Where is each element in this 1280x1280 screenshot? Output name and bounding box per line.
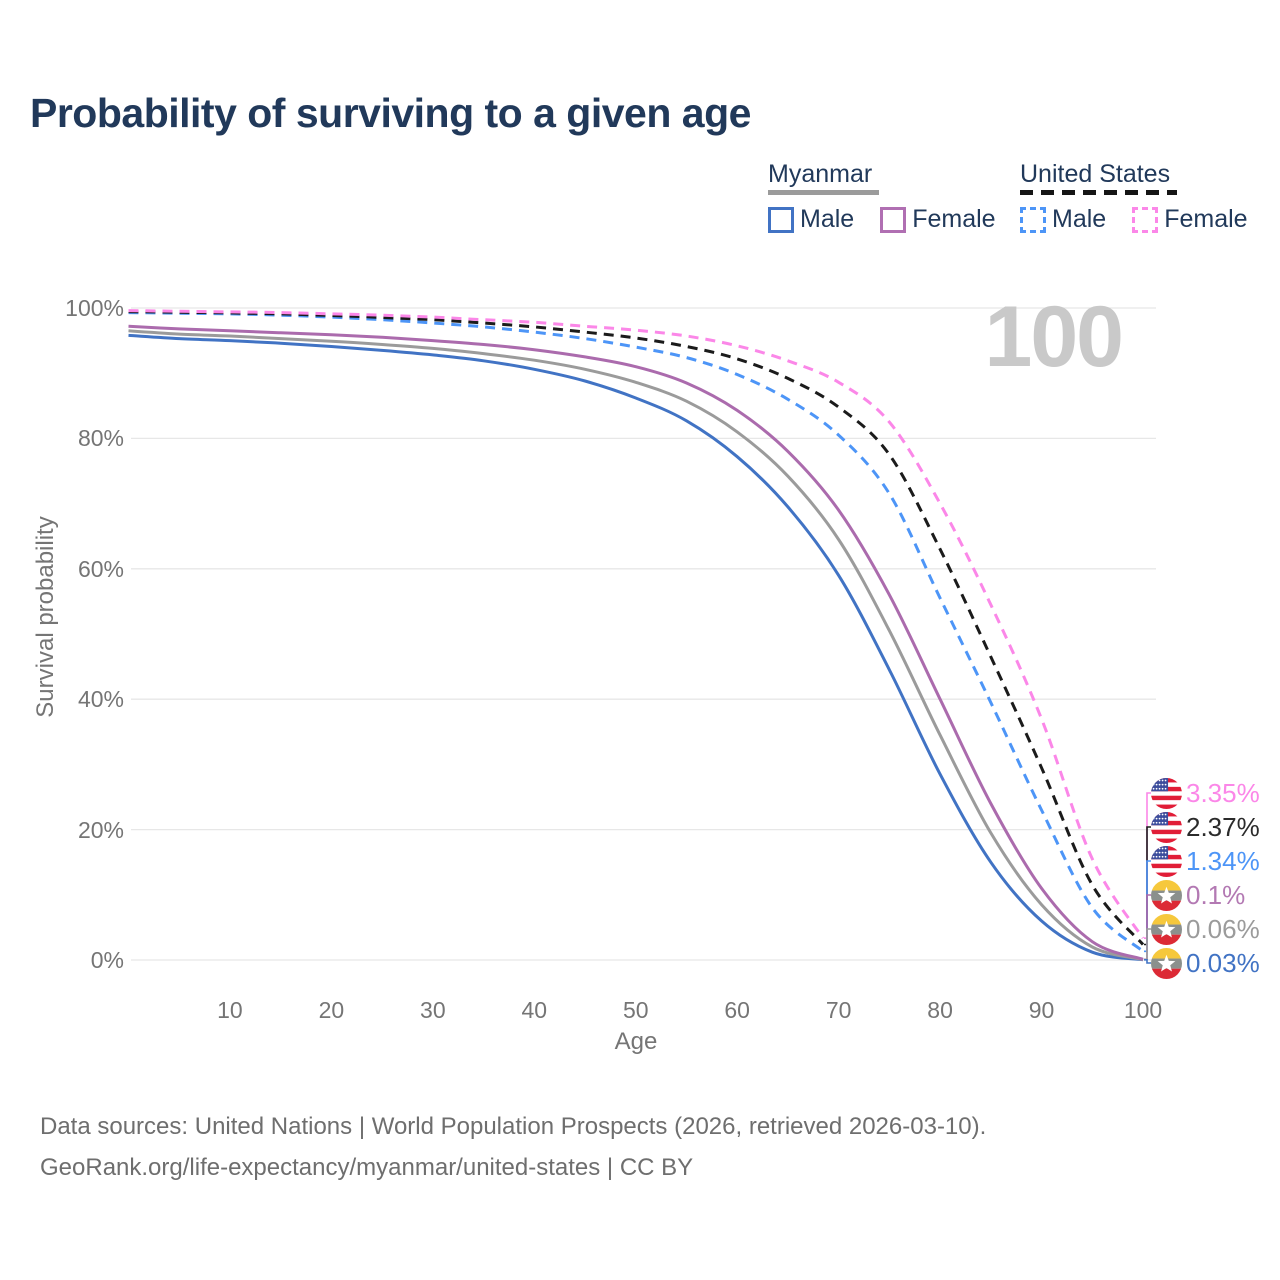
y-tick-label: 40% — [77, 686, 124, 713]
x-axis-title: Age — [614, 1028, 658, 1055]
myanmar-female-end-label: 0.1% — [1151, 878, 1245, 912]
united-states-female-line — [128, 309, 1145, 940]
legend-country-myanmar: Myanmar — [768, 160, 873, 188]
united-states-female-end-label: 3.35% — [1151, 776, 1260, 810]
legend-group-myanmar: Myanmar Male Female — [768, 161, 1022, 234]
age-watermark: 100 — [984, 289, 1125, 385]
united-states-both-sexes-end-label: 2.37% — [1151, 810, 1260, 844]
legend-item-label: Female — [912, 205, 996, 233]
legend-country-united-states: United States — [1020, 160, 1171, 188]
myanmar-both-sexes-leader-line — [1144, 928, 1151, 961]
myanmar-male-line — [128, 333, 1144, 962]
x-tick-label: 40 — [521, 997, 548, 1023]
legend-item-label: Female — [1164, 205, 1248, 233]
x-tick-label: 80 — [927, 997, 953, 1023]
y-tick-label: 60% — [77, 555, 124, 582]
legend-underline-united-states-dashed — [1020, 190, 1177, 195]
y-axis-title: Survival probability — [32, 516, 59, 718]
survival-percent-value: 2.37% — [1186, 811, 1260, 842]
united-states-both-sexes-line — [128, 310, 1145, 946]
x-tick-label: 70 — [825, 997, 852, 1023]
survival-percent-value: 0.1% — [1186, 879, 1246, 910]
myanmar-both-sexes-end-label: 0.06% — [1151, 912, 1260, 946]
myanmar-female-swatch-icon — [880, 206, 907, 233]
y-tick-label: 0% — [90, 947, 124, 973]
legend-item-myanmar-female[interactable]: Female — [880, 205, 996, 234]
united-states-both-sexes-leader-line — [1144, 826, 1151, 946]
y-tick-label: 20% — [77, 816, 124, 843]
myanmar-flag-icon — [1151, 879, 1182, 911]
x-tick-label: 30 — [420, 997, 446, 1023]
x-tick-label: 50 — [622, 997, 649, 1023]
footer-url-line: GeoRank.org/life-expectancy/myanmar/unit… — [40, 1154, 694, 1181]
myanmar-male-leader-line — [1144, 959, 1151, 964]
x-tick-label: 90 — [1028, 997, 1055, 1023]
survival-percent-value: 3.35% — [1186, 777, 1260, 808]
united-states-female-swatch-icon — [1132, 206, 1159, 233]
myanmar-female-line — [128, 324, 1144, 961]
legend-item-label: Male — [1052, 205, 1107, 233]
legend-item-myanmar-male[interactable]: Male — [768, 205, 854, 234]
x-tick-label: 20 — [318, 997, 345, 1023]
united-states-male-end-label: 1.34% — [1151, 844, 1260, 878]
myanmar-flag-icon — [1151, 947, 1182, 979]
survival-percent-value: 1.34% — [1186, 845, 1260, 876]
myanmar-female-leader-line — [1144, 894, 1151, 961]
legend-items-united-states: Male Female — [1020, 205, 1274, 234]
survival-percent-value: 0.06% — [1186, 913, 1260, 944]
y-tick-label: 80% — [77, 425, 124, 452]
legend-item-united-states-male[interactable]: Male — [1020, 205, 1106, 234]
legend-group-united-states: United States Male Female — [1020, 161, 1274, 234]
legend-underline-myanmar-solid — [768, 190, 879, 195]
united-states-male-line — [128, 311, 1144, 953]
legend-item-united-states-female[interactable]: Female — [1132, 205, 1248, 234]
legend-item-label: Male — [800, 205, 855, 233]
y-tick-label: 100% — [65, 295, 124, 321]
page-title: Probability of surviving to a given age — [30, 90, 751, 136]
data-source-footer: Data sources: United Nations | World Pop… — [40, 1106, 986, 1188]
united-states-flag-icon — [1151, 811, 1182, 843]
myanmar-male-swatch-icon — [768, 206, 794, 233]
united-states-male-swatch-icon — [1020, 206, 1046, 233]
x-tick-label: 100 — [1123, 997, 1163, 1023]
united-states-female-leader-line — [1144, 792, 1151, 939]
united-states-flag-icon — [1151, 777, 1182, 809]
myanmar-flag-icon — [1151, 913, 1182, 945]
united-states-flag-icon — [1151, 845, 1182, 877]
united-states-male-leader-line — [1144, 860, 1151, 953]
x-tick-label: 10 — [217, 997, 243, 1023]
myanmar-male-end-label: 0.03% — [1151, 946, 1260, 980]
myanmar-both-sexes-line — [128, 329, 1144, 962]
survival-percent-value: 0.03% — [1186, 947, 1260, 978]
footer-sources-line: Data sources: United Nations | World Pop… — [40, 1113, 987, 1140]
x-tick-label: 60 — [724, 997, 750, 1023]
legend-items-myanmar: Male Female — [768, 205, 1022, 234]
